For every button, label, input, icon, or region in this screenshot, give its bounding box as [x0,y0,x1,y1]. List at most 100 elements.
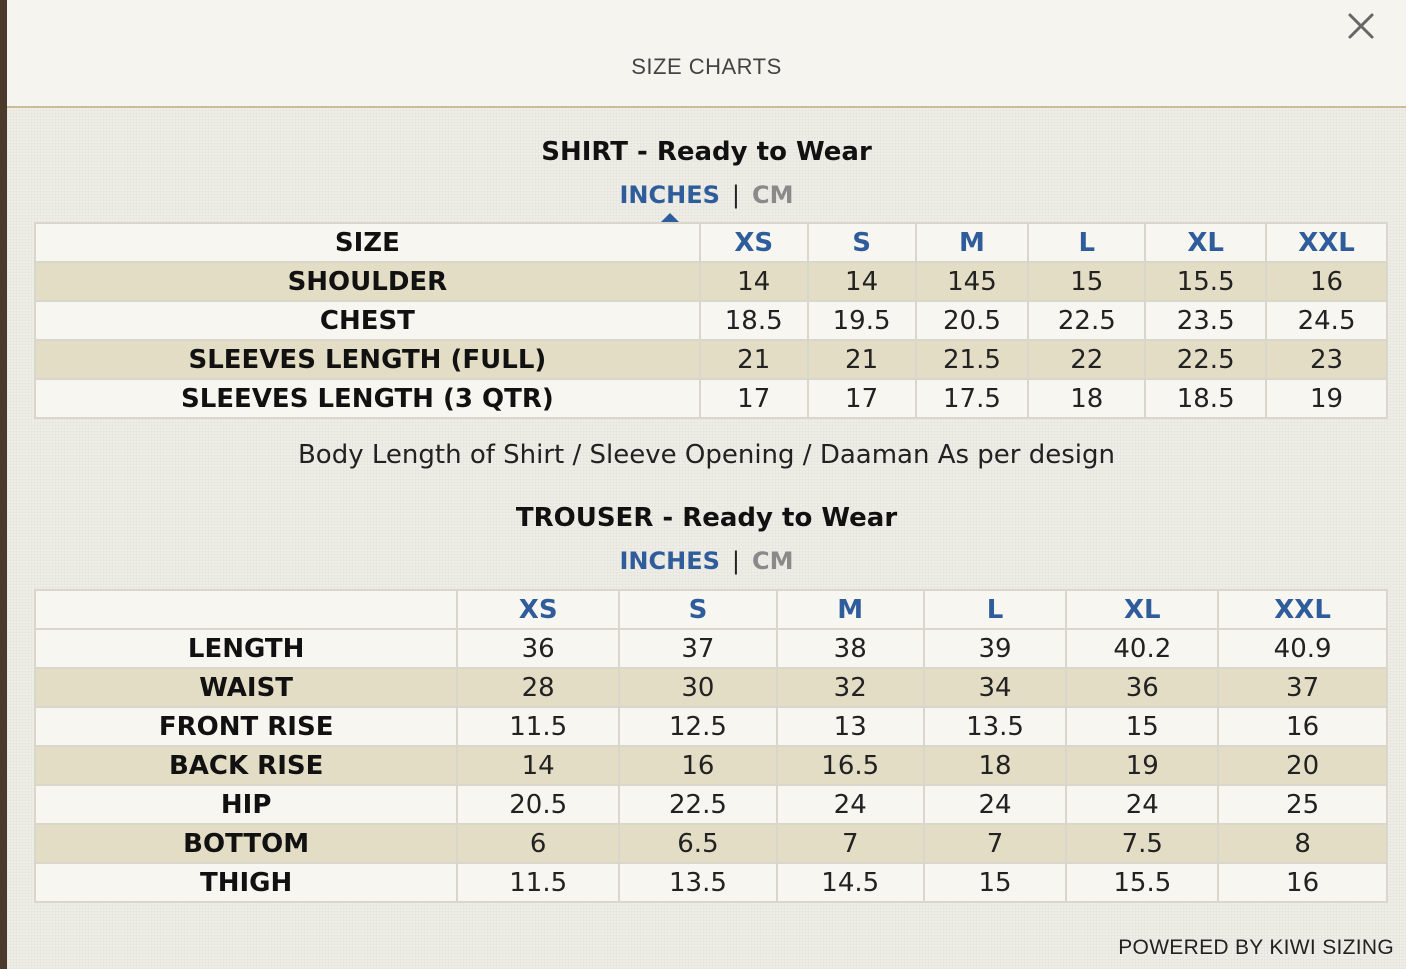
table-cell: 15 [1065,706,1220,747]
table-cell: 40.2 [1065,628,1220,669]
shirt-unit-inches-label[interactable]: INCHES [619,181,720,209]
trouser-section-title: TROUSER - Ready to Wear [515,503,898,533]
modal-header: SIZE CHARTS [7,0,1406,108]
table-cell: 6.5 [618,823,778,864]
shirt-unit-cm-tab[interactable]: CM [752,181,794,209]
table-cell: 37 [1217,667,1388,708]
row-label: CHEST [34,300,701,341]
table-row: FRONT RISE 11.5 12.5 13 13.5 15 16 [33,706,1388,747]
table-cell: 145 [914,261,1030,302]
table-cell: 16 [1217,706,1388,747]
table-cell: 25 [1217,784,1388,825]
table-row: BOTTOM 6 6.5 7 7 7.5 8 [33,823,1388,864]
row-label: WAIST [33,667,459,708]
shirt-note: Body Length of Shirt / Sleeve Opening / … [297,440,1116,470]
table-cell: 18.5 [698,300,809,341]
table-cell: 17 [806,378,917,419]
unit-separator: | [731,181,740,209]
table-cell: 36 [456,628,621,669]
modal-title: SIZE CHARTS [631,54,782,79]
powered-by-link[interactable]: POWERED BY KIWI SIZING [1118,936,1394,959]
size-header-cell: SIZE [34,222,701,263]
table-cell: 28 [456,667,621,708]
trouser-unit-inches-tab[interactable]: INCHES [619,547,720,575]
table-cell: 24 [1065,784,1220,825]
table-cell: 19 [1265,378,1388,419]
table-cell: 21 [698,339,809,380]
table-cell: 22 [1027,339,1147,380]
table-cell: 8 [1217,823,1388,864]
table-cell: 21.5 [914,339,1030,380]
table-cell: 15.5 [1144,261,1268,302]
close-icon[interactable] [1343,8,1379,44]
close-button[interactable] [1343,8,1379,44]
shirt-unit-inches-tab[interactable]: INCHES [619,181,720,223]
trouser-unit-cm-tab[interactable]: CM [752,547,794,575]
table-cell: 12.5 [618,706,778,747]
size-column-header: XL [1065,589,1220,630]
size-column-header: S [806,222,917,263]
size-column-header: XS [698,222,809,263]
table-cell: 14 [698,261,809,302]
table-cell: 19.5 [806,300,917,341]
shirt-section-title: SHIRT - Ready to Wear [541,137,872,167]
trouser-unit-toggle: INCHES | CM [7,547,1406,575]
table-row: HIP 20.5 22.5 24 24 24 25 [33,784,1388,825]
row-label: HIP [33,784,459,825]
table-header-row: SIZE XS S M L XL XXL [34,222,1388,263]
table-cell: 18 [922,745,1068,786]
size-column-header: L [1027,222,1147,263]
table-cell: 24 [922,784,1068,825]
table-row: LENGTH 36 37 38 39 40.2 40.9 [33,628,1388,669]
table-cell: 17.5 [914,378,1030,419]
row-label: SHOULDER [34,261,701,302]
table-cell: 13 [775,706,925,747]
row-label: BACK RISE [33,745,459,786]
size-column-header: XXL [1265,222,1388,263]
table-cell: 17 [698,378,809,419]
table-cell: 40.9 [1217,628,1388,669]
table-cell: 24.5 [1265,300,1388,341]
size-column-header: S [618,589,778,630]
table-cell: 22.5 [618,784,778,825]
table-cell: 16 [1265,261,1388,302]
table-cell: 16.5 [775,745,925,786]
table-cell: 19 [1065,745,1220,786]
row-label: SLEEVES LENGTH (FULL) [34,339,701,380]
size-header-cell [33,589,459,630]
table-cell: 15.5 [1065,862,1220,903]
unit-separator: | [731,547,740,575]
table-cell: 7 [922,823,1068,864]
table-cell: 18 [1027,378,1147,419]
table-cell: 13.5 [922,706,1068,747]
table-row: SLEEVES LENGTH (3 QTR) 17 17 17.5 18 18.… [34,378,1388,419]
shirt-size-table: SIZE XS S M L XL XXL SHOULDER 14 14 145 … [34,222,1388,419]
table-cell: 37 [618,628,778,669]
table-cell: 24 [775,784,925,825]
table-cell: 36 [1065,667,1220,708]
table-row: CHEST 18.5 19.5 20.5 22.5 23.5 24.5 [34,300,1388,341]
size-chart-modal: SIZE CHARTS SHIRT - Ready to Wear INCHES… [7,0,1406,969]
table-header-row: XS S M L XL XXL [33,589,1388,630]
table-cell: 15 [922,862,1068,903]
table-row: THIGH 11.5 13.5 14.5 15 15.5 16 [33,862,1388,903]
table-cell: 16 [1217,862,1388,903]
table-cell: 20.5 [914,300,1030,341]
row-label: BOTTOM [33,823,459,864]
row-label: SLEEVES LENGTH (3 QTR) [34,378,701,419]
table-cell: 16 [618,745,778,786]
table-cell: 7.5 [1065,823,1220,864]
size-column-header: XS [456,589,621,630]
table-cell: 7 [775,823,925,864]
table-cell: 22.5 [1144,339,1268,380]
table-cell: 11.5 [456,706,621,747]
table-cell: 21 [806,339,917,380]
size-column-header: XXL [1217,589,1388,630]
table-cell: 20 [1217,745,1388,786]
row-label: THIGH [33,862,459,903]
table-cell: 14.5 [775,862,925,903]
table-row: SLEEVES LENGTH (FULL) 21 21 21.5 22 22.5… [34,339,1388,380]
row-label: LENGTH [33,628,459,669]
table-cell: 38 [775,628,925,669]
table-row: BACK RISE 14 16 16.5 18 19 20 [33,745,1388,786]
